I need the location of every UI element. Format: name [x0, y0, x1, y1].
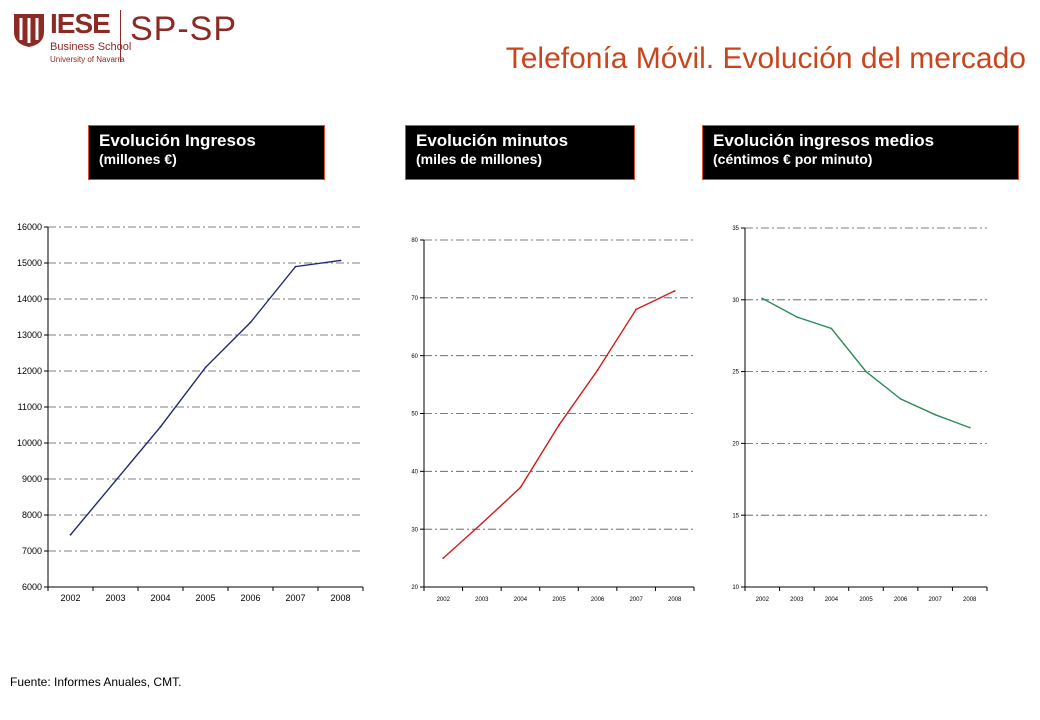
y-tick-label: 60 — [411, 354, 418, 360]
data-point — [249, 321, 252, 324]
series-line — [69, 259, 341, 536]
panel-header-ingresos-medios: Evolución ingresos medios (céntimos € po… — [702, 125, 1019, 180]
x-tick-label: 2006 — [591, 597, 605, 603]
x-tick-label: 2005 — [859, 597, 873, 603]
data-point — [69, 533, 72, 536]
panel-subtitle: (miles de millones) — [416, 151, 543, 167]
y-tick-label: 30 — [732, 298, 739, 304]
y-tick-label: 10000 — [17, 438, 42, 448]
y-tick-label: 15000 — [17, 258, 42, 268]
data-point — [865, 370, 867, 373]
data-point — [204, 366, 207, 369]
y-tick-label: 50 — [411, 412, 418, 418]
data-point — [673, 289, 676, 292]
panel-subtitle: (millones €) — [99, 151, 177, 167]
panel-subtitle: (céntimos € por minuto) — [713, 151, 873, 167]
data-point — [480, 522, 483, 525]
panel-title: Evolución ingresos medios — [713, 131, 935, 150]
chart-ingresos: 6000 7000 8000 9000 10000 11000 12000 13000 1400… — [17, 222, 364, 603]
data-point — [795, 316, 798, 318]
data-point — [934, 413, 937, 416]
data-point — [442, 557, 445, 559]
data-point — [339, 259, 342, 262]
x-tick-label: 2007 — [629, 597, 643, 603]
chart-ingresos-medios: 10 15 20 25 30 35 2002 2003 2004 2005 2006 2007 2008 — [732, 226, 988, 603]
data-point — [635, 308, 638, 311]
x-tick-label: 2002 — [437, 597, 451, 603]
x-tick-label: 2003 — [105, 593, 125, 603]
y-tick-label: 16000 — [17, 222, 42, 232]
data-point — [294, 265, 297, 268]
y-tick-label: 8000 — [22, 510, 42, 520]
x-tick-label: 2003 — [790, 597, 804, 603]
y-tick-label: 20 — [732, 442, 739, 448]
logo-subtitle: Business School — [50, 41, 132, 53]
x-tick-label: 2005 — [552, 597, 566, 603]
x-tick-label: 2008 — [330, 593, 350, 603]
logo-university: University of Navarra — [50, 55, 125, 64]
y-tick-label: 9000 — [22, 474, 42, 484]
y-tick-label: 11000 — [18, 402, 42, 412]
x-tick-label: 2008 — [668, 597, 682, 603]
x-tick-label: 2006 — [240, 593, 260, 603]
y-tick-label: 14000 — [17, 294, 42, 304]
y-tick-label: 7000 — [22, 546, 42, 556]
x-tick-label: 2002 — [756, 597, 770, 603]
y-tick-label: 12000 — [17, 366, 42, 376]
y-tick-label: 13000 — [17, 330, 42, 340]
x-tick-label: 2006 — [894, 597, 908, 603]
y-tick-label: 70 — [411, 296, 418, 302]
y-tick-label: 30 — [411, 527, 418, 533]
data-point — [830, 327, 833, 330]
x-tick-label: 2007 — [928, 597, 942, 603]
data-point — [968, 426, 971, 429]
series-line — [761, 297, 970, 429]
x-tick-label: 2004 — [150, 593, 170, 603]
x-tick-label: 2003 — [475, 597, 489, 603]
panel-header-ingresos: Evolución Ingresos (millones €) — [88, 125, 325, 180]
data-point — [761, 297, 764, 300]
x-tick-label: 2004 — [514, 597, 528, 603]
shield-icon — [14, 14, 44, 47]
panel-header-minutos: Evolución minutos (miles de millones) — [405, 125, 635, 180]
source-note: Fuente: Informes Anuales, CMT. — [10, 675, 182, 689]
data-point — [159, 425, 162, 428]
x-tick-label: 2007 — [285, 593, 305, 603]
y-tick-label: 35 — [732, 226, 739, 232]
y-tick-label: 15 — [732, 513, 739, 519]
chart-minutos: 20 30 40 50 60 70 80 2002 2003 2004 2005 2006 2007 20… — [411, 238, 695, 603]
x-tick-label: 2008 — [963, 597, 977, 603]
y-tick-label: 20 — [411, 585, 418, 591]
data-point — [114, 479, 117, 482]
x-tick-label: 2004 — [825, 597, 839, 603]
x-tick-label: 2002 — [60, 593, 80, 603]
data-point — [596, 369, 599, 372]
panel-title: Evolución Ingresos — [99, 131, 256, 150]
data-point — [558, 424, 560, 426]
logo-divider — [120, 10, 121, 62]
page-title: Telefonía Móvil. Evolución del mercado — [505, 42, 1026, 75]
logo-name: IESE — [50, 8, 111, 39]
y-tick-label: 40 — [411, 469, 418, 475]
y-tick-label: 80 — [411, 238, 418, 244]
x-tick-label: 2005 — [195, 593, 215, 603]
y-tick-label: 10 — [732, 585, 739, 591]
y-tick-label: 25 — [732, 370, 739, 376]
iese-logo: IESE Business School University of Navar… — [12, 8, 242, 66]
panel-title: Evolución minutos — [416, 131, 569, 150]
logo-division: SP-SP — [130, 10, 238, 48]
data-point — [519, 486, 522, 489]
data-point — [899, 397, 902, 400]
y-tick-label: 6000 — [22, 582, 42, 592]
